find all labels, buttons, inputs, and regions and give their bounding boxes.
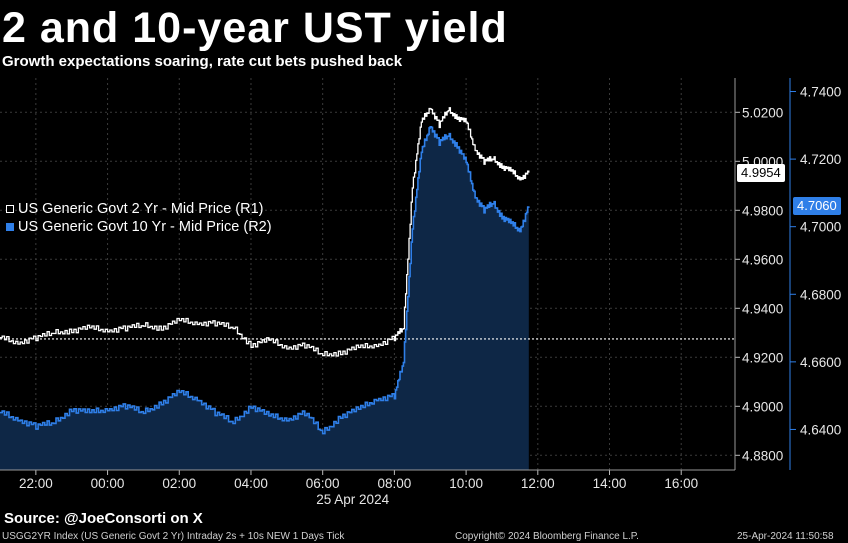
x-tick-label: 00:00 <box>91 476 125 491</box>
right-tick-label: 4.7200 <box>800 152 841 167</box>
last-value-ten-year: 4.7060 <box>793 197 841 216</box>
x-tick-label: 02:00 <box>162 476 196 491</box>
timestamp: 25-Apr-2024 11:50:58 <box>737 531 834 542</box>
x-tick-label: 08:00 <box>377 476 411 491</box>
ten-year-area <box>0 126 529 471</box>
x-tick-label: 22:00 <box>19 476 53 491</box>
x-tick-label: 06:00 <box>306 476 340 491</box>
x-tick-label: 12:00 <box>521 476 555 491</box>
left-tick-label: 4.9600 <box>742 252 783 267</box>
right-tick-label: 4.7400 <box>800 85 841 100</box>
chart-title: 2 and 10-year UST yield <box>2 4 508 52</box>
right-tick-label: 4.6800 <box>800 287 841 302</box>
legend-item-two-year: US Generic Govt 2 Yr - Mid Price (R1) <box>6 200 272 218</box>
ten-year-fill <box>0 126 529 471</box>
two-year-line <box>0 107 530 357</box>
last-value-two-year: 4.9954 <box>737 163 785 182</box>
legend-item-ten-year: US Generic Govt 10 Yr - Mid Price (R2) <box>6 218 272 236</box>
legend: US Generic Govt 2 Yr - Mid Price (R1) US… <box>6 200 272 236</box>
legend-swatch-two-year <box>6 205 14 213</box>
series-lines <box>0 107 735 435</box>
right-tick-label: 4.6400 <box>800 422 841 437</box>
index-info: USGG2YR Index (US Generic Govt 2 Yr) Int… <box>2 531 345 542</box>
left-tick-label: 4.9200 <box>742 350 783 365</box>
legend-swatch-ten-year <box>6 223 14 231</box>
x-tick-label: 10:00 <box>449 476 483 491</box>
x-tick-label: 14:00 <box>593 476 627 491</box>
x-tick-label: 04:00 <box>234 476 268 491</box>
tick-labels: 22:00 00:00 02:00 04:00 06:00 08:00 10:00 12:00… <box>19 85 841 507</box>
x-date-label: 25 Apr 2024 <box>316 492 389 507</box>
left-tick-label: 5.0200 <box>742 105 783 120</box>
left-tick-label: 4.9800 <box>742 203 783 218</box>
copyright: Copyright© 2024 Bloomberg Finance L.P. <box>455 531 639 542</box>
legend-label-ten-year: US Generic Govt 10 Yr - Mid Price (R2) <box>18 219 272 235</box>
legend-label-two-year: US Generic Govt 2 Yr - Mid Price (R1) <box>18 201 264 217</box>
chart-subtitle: Growth expectations soaring, rate cut be… <box>2 53 403 70</box>
right-tick-label: 4.6600 <box>800 355 841 370</box>
left-tick-label: 4.9000 <box>742 399 783 414</box>
right-tick-label: 4.7000 <box>800 220 841 235</box>
ten-year-line <box>0 126 530 435</box>
axes <box>0 78 796 475</box>
left-tick-label: 4.8800 <box>742 448 783 463</box>
source-credit: Source: @JoeConsorti on X <box>4 510 203 527</box>
left-tick-label: 4.9400 <box>742 301 783 316</box>
x-tick-label: 16:00 <box>664 476 698 491</box>
